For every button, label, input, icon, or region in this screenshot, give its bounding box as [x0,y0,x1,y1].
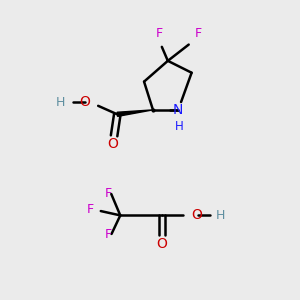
Text: O: O [107,137,118,151]
Text: F: F [86,203,94,216]
Text: N: N [173,103,183,117]
Text: O: O [80,95,91,110]
Text: H: H [175,120,184,133]
Text: F: F [155,27,163,40]
Polygon shape [117,110,153,116]
Text: F: F [105,228,112,241]
Text: O: O [192,208,203,222]
Text: F: F [105,187,112,200]
Text: H: H [56,96,65,109]
Text: F: F [195,27,202,40]
Text: O: O [157,237,167,250]
Text: H: H [215,209,225,222]
